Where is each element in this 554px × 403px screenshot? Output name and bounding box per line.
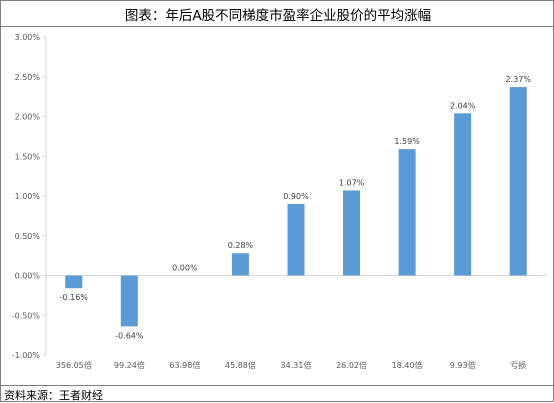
- title-divider: [1, 26, 554, 27]
- data-label: 1.59%: [394, 137, 420, 146]
- bar: [65, 275, 83, 289]
- y-tick-label: -0.50%: [12, 311, 41, 320]
- data-label: 0.28%: [228, 241, 254, 250]
- bar: [231, 253, 249, 276]
- bar: [509, 87, 527, 276]
- chart-title: 图表：年后A股不同梯度市盈率企业股价的平均涨幅: [124, 8, 432, 24]
- data-label: -0.16%: [60, 293, 89, 302]
- x-tick-label: 9.93倍: [450, 360, 476, 370]
- bar-chart: 3.00% 2.50% 2.00% 1.50% 1.00% 0.50% 0.00% -0.50…: [12, 33, 546, 370]
- source-divider: [1, 385, 554, 386]
- bar: [398, 149, 416, 276]
- x-tick-label: 356.05倍: [56, 360, 92, 370]
- bar: [343, 190, 361, 276]
- y-tick-label: 0.00%: [15, 272, 41, 281]
- data-label: 2.04%: [450, 101, 476, 110]
- x-tick-label: 63.98倍: [169, 360, 200, 370]
- y-tick-label: 2.00%: [15, 113, 41, 122]
- data-label: 0.00%: [172, 264, 198, 273]
- x-tick-label: 45.88倍: [225, 360, 256, 370]
- x-tick-label: 亏损: [510, 360, 526, 370]
- data-label: -0.64%: [115, 331, 144, 340]
- y-tick-label: -1.00%: [12, 351, 41, 360]
- data-label: 1.07%: [339, 178, 365, 187]
- bar: [120, 275, 138, 327]
- x-tick-label: 99.24倍: [114, 360, 145, 370]
- data-label: 0.90%: [283, 192, 309, 201]
- y-tick-label: 1.00%: [15, 192, 41, 201]
- y-tick-label: 1.50%: [15, 152, 41, 161]
- x-tick-label: 18.40倍: [392, 360, 423, 370]
- y-tick-label: 0.50%: [15, 232, 41, 241]
- data-label: 2.37%: [506, 75, 532, 84]
- y-tick-label: 2.50%: [15, 73, 41, 82]
- source-note: 资料来源：王者财经: [4, 389, 103, 402]
- x-tick-label: 34.31倍: [281, 360, 312, 370]
- x-tick-label: 26.02倍: [336, 360, 367, 370]
- bar: [454, 113, 472, 276]
- y-tick-label: 3.00%: [15, 33, 41, 42]
- bar: [287, 203, 305, 276]
